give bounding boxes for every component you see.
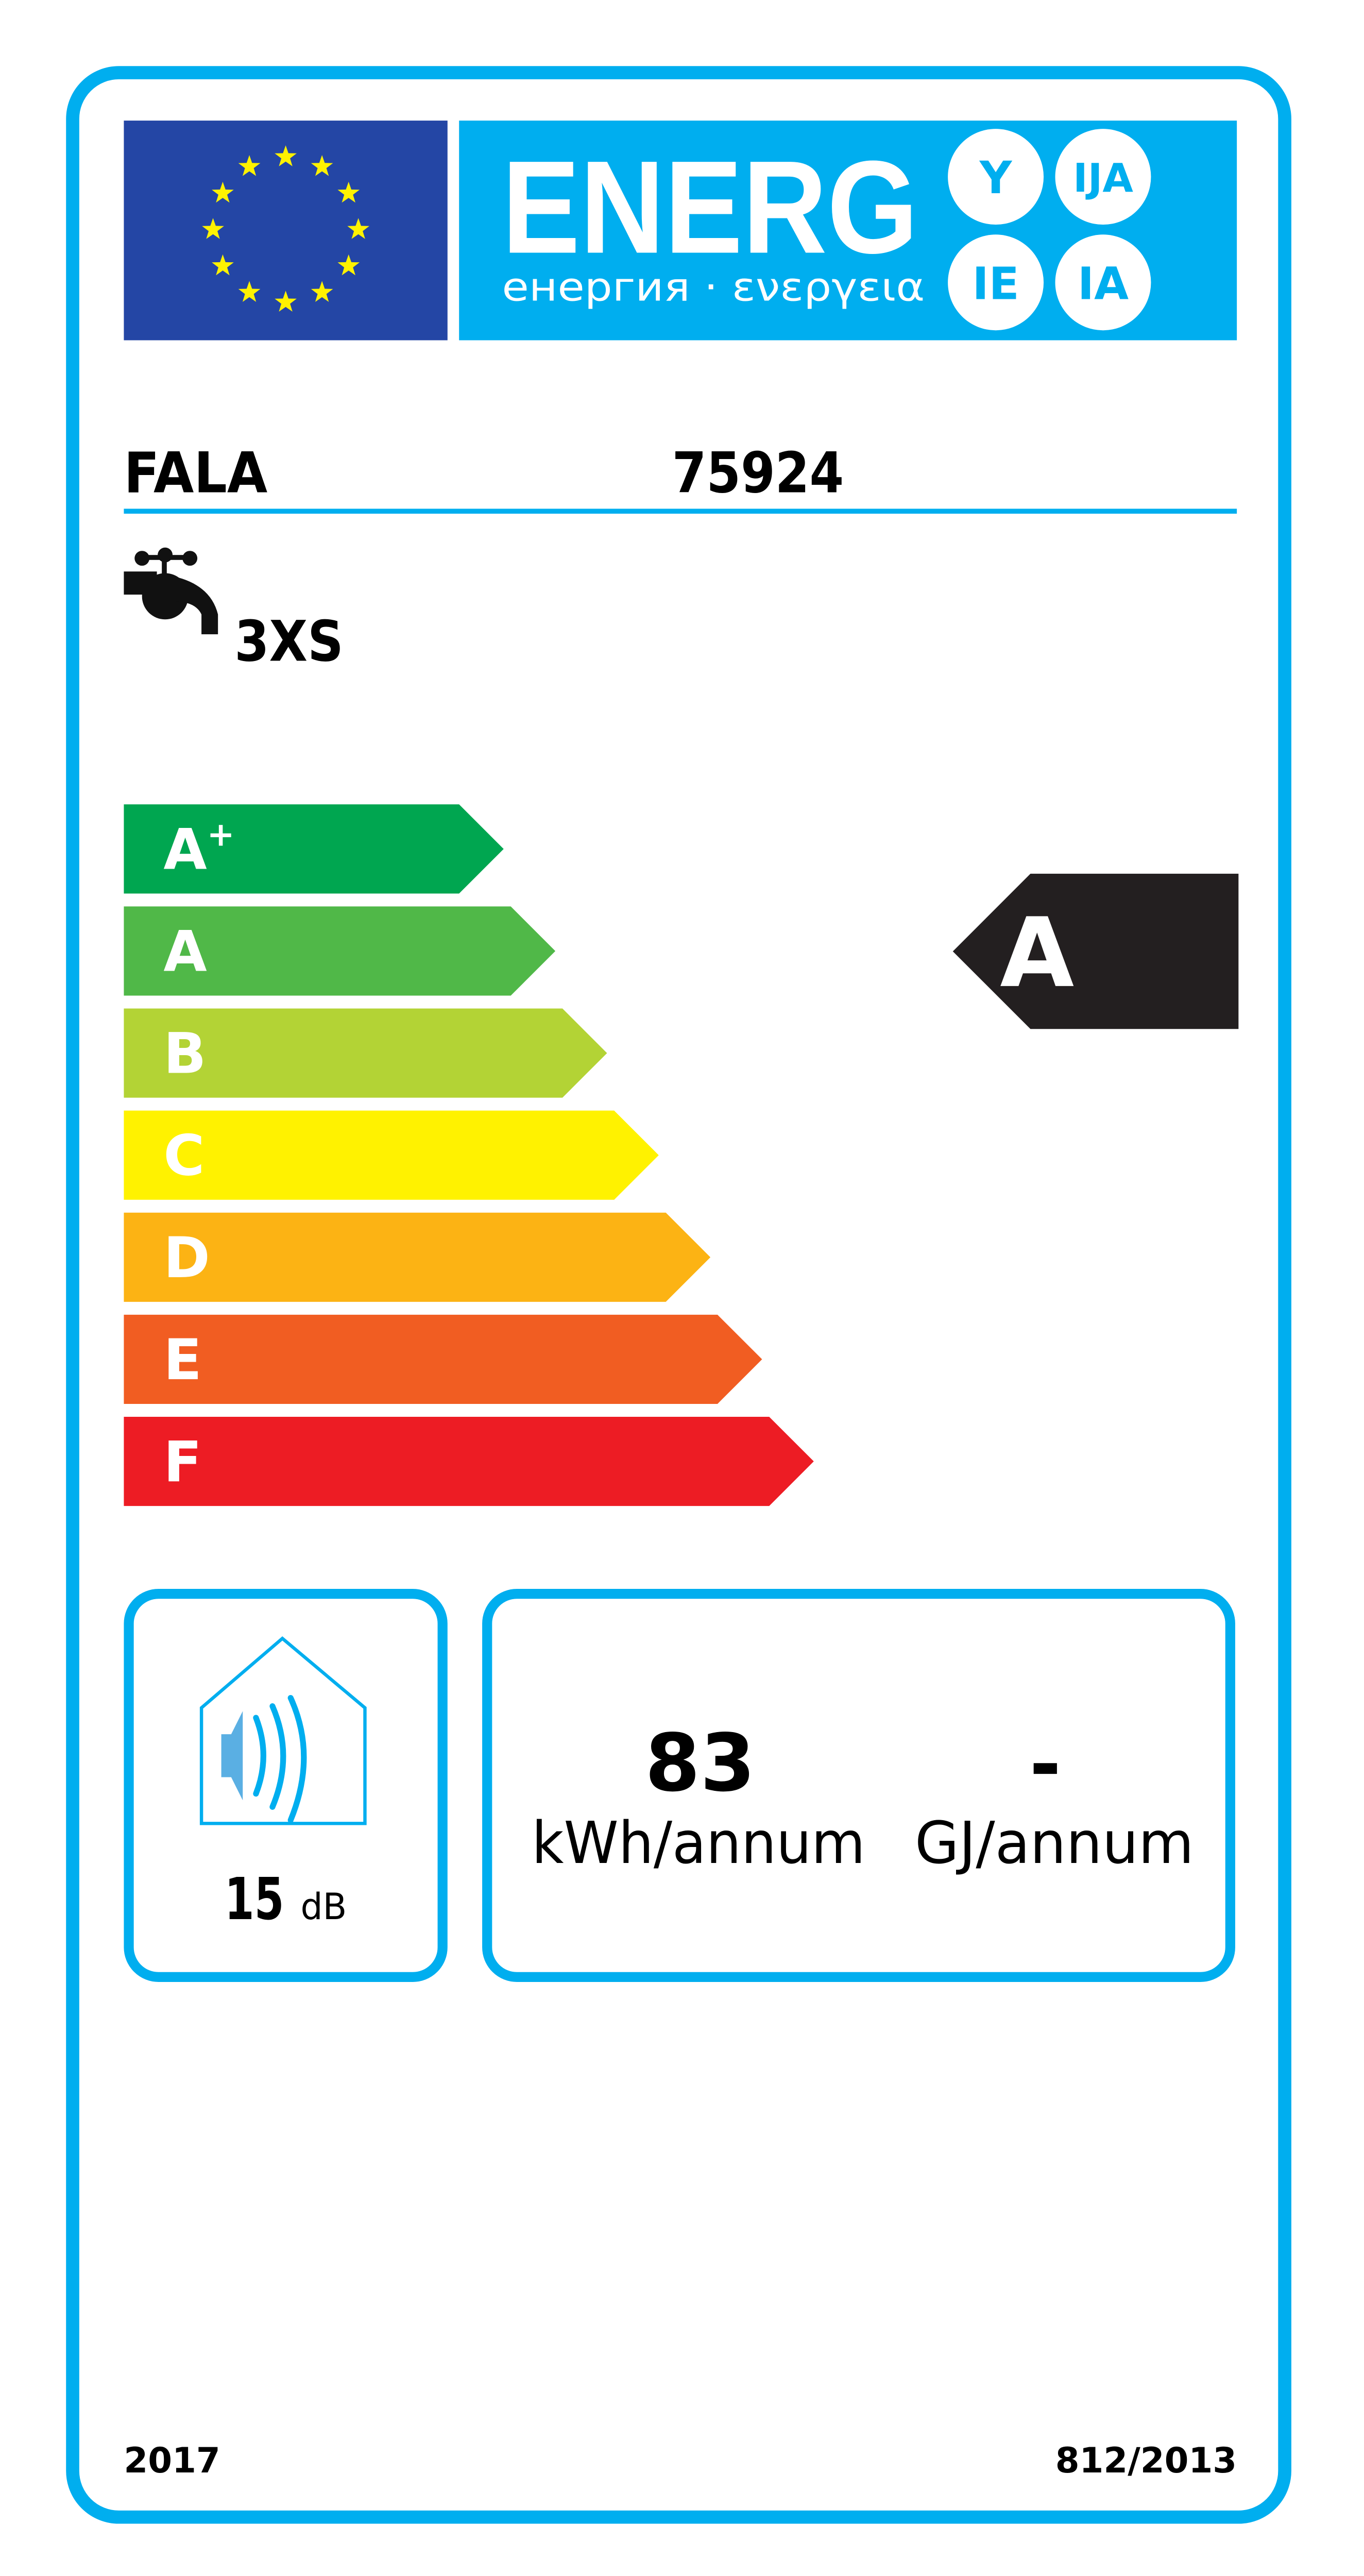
energy-subtitle: енергия · ενεργεια: [502, 265, 925, 311]
class-letter: D: [163, 1225, 210, 1291]
star-icon: [311, 281, 333, 302]
star-icon: [212, 181, 234, 203]
supplier-name: FALA: [124, 440, 267, 505]
electricity-value: 83: [645, 1717, 755, 1809]
class-letter: A: [163, 919, 207, 984]
suffix-ia: IA: [1078, 258, 1129, 310]
noise-box: [124, 1589, 448, 1982]
suffix-circle-ia: [1055, 234, 1151, 331]
noise-unit: dB: [300, 1886, 347, 1928]
star-icon: [347, 218, 370, 239]
class-label: A+: [163, 815, 234, 882]
suffix-circle-y: [948, 129, 1044, 225]
star-icon: [275, 291, 297, 312]
class-letter: A: [163, 817, 207, 882]
fuel-value: -: [1030, 1720, 1061, 1808]
eu-stars: [202, 145, 370, 312]
class-letter: E: [163, 1327, 201, 1393]
fuel-unit: GJ/annum: [915, 1810, 1194, 1877]
star-icon: [238, 281, 261, 302]
star-icon: [311, 155, 333, 176]
noise-value: 15: [225, 1866, 284, 1933]
footer-year: 2017: [124, 2441, 220, 2481]
tap-icon: [124, 547, 218, 635]
rating-arrow: [952, 873, 1239, 1029]
star-icon: [212, 254, 234, 276]
class-label: D: [163, 1225, 210, 1291]
rating-label: A: [1000, 897, 1074, 1009]
class-bar-A-plus: [124, 804, 504, 894]
class-label: E: [163, 1327, 201, 1393]
divider-line: [124, 509, 1237, 514]
star-icon: [202, 218, 224, 239]
suffix-circle-ie: [948, 234, 1044, 331]
class-label: F: [163, 1429, 201, 1495]
load-profile: 3XS: [234, 608, 344, 674]
star-icon: [337, 181, 360, 203]
class-superscript: +: [207, 815, 235, 854]
suffix-y: Y: [979, 152, 1013, 204]
speaker-house-icon: [199, 1636, 367, 1825]
model-identifier: 75924: [672, 440, 844, 505]
class-letter: B: [163, 1021, 206, 1087]
electricity-unit: kWh/annum: [532, 1810, 865, 1877]
class-label: C: [163, 1123, 204, 1189]
class-bar-D: [124, 1212, 711, 1302]
class-bar-A: [124, 906, 556, 996]
class-label: A: [163, 919, 207, 984]
class-bar-E: [124, 1314, 762, 1404]
class-bar-C: [124, 1110, 659, 1200]
class-letter: C: [163, 1123, 204, 1189]
label-border: [66, 66, 1291, 2524]
suffix-ie: IE: [972, 258, 1019, 310]
star-icon: [275, 145, 297, 166]
suffix-ija: IJA: [1073, 156, 1133, 201]
class-bar-B: [124, 1008, 607, 1098]
consumption-box: [482, 1589, 1235, 1982]
class-label: B: [163, 1021, 206, 1087]
energy-title: ENERG: [502, 134, 918, 281]
star-icon: [337, 254, 360, 276]
star-icon: [238, 155, 261, 176]
class-bar-F: [124, 1416, 814, 1506]
suffix-circle-ija: [1055, 129, 1151, 225]
class-letter: F: [163, 1429, 201, 1495]
footer-regulation: 812/2013: [1055, 2441, 1237, 2481]
